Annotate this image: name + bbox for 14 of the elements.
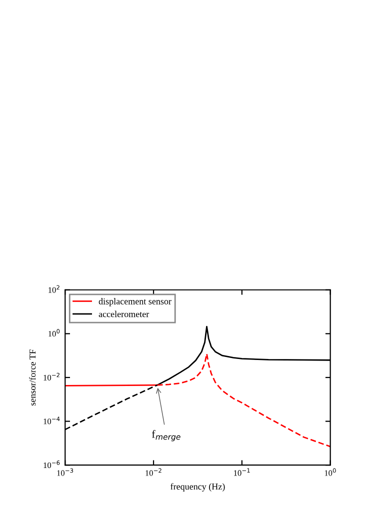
x-axis-title: frequency (Hz) — [170, 483, 225, 492]
y-tick-label: 10$^{−2}$ — [44, 372, 60, 380]
annotation: f$_{merge}$ — [152, 430, 180, 442]
x-tick-label: 10$^{−2}$ — [146, 468, 162, 476]
x-tick-label: 10$^{−1}$ — [234, 468, 250, 476]
y-tick-label: 10$^{−4}$ — [44, 416, 60, 424]
x-tick-label: 10$^{0}$ — [324, 468, 336, 476]
y-tick-label: 10$^{2}$ — [48, 285, 60, 293]
y-tick-label: 10$^{0}$ — [48, 329, 60, 337]
legend-label: accelerometer — [98, 310, 150, 318]
legend-label: displacement sensor — [98, 298, 172, 306]
y-axis-title: sensor/force TF — [29, 349, 36, 406]
x-tick-label: 10$^{−3}$ — [57, 468, 74, 476]
y-tick-label: 10$^{−6}$ — [44, 460, 60, 468]
